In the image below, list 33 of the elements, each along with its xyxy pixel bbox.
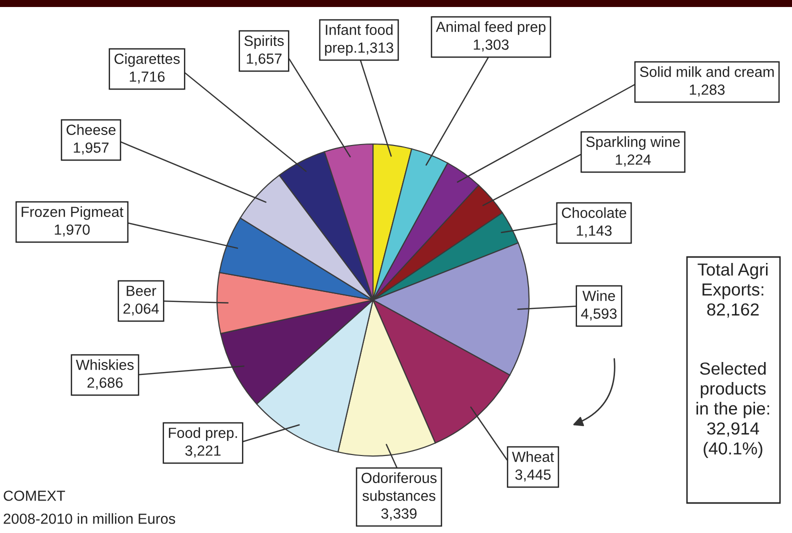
data-label: 1,716 [130, 72, 165, 84]
data-label: 1,283 [690, 84, 725, 97]
slice-label: Animal feed prep [436, 21, 546, 35]
data-label: 1,224 [616, 154, 651, 167]
slice-label: Whiskies [76, 359, 134, 370]
data-label: 1,957 [74, 142, 109, 155]
data-label: 3,445 [515, 470, 551, 482]
slice-label: Solid milk and cream [640, 66, 774, 78]
data-label: 2,064 [123, 304, 159, 316]
data-label: 1,657 [246, 54, 282, 66]
slice-label: Spirits [244, 35, 284, 49]
data-label: 3,221 [185, 446, 221, 458]
slice-label: Sparkling wine [586, 136, 680, 150]
slice-label: Cheese [66, 124, 116, 136]
slice-label: Wine [582, 290, 615, 302]
slice-label: Cigarettes [114, 53, 180, 67]
data-label: 4,593 [581, 308, 617, 321]
slice-label: Beer [126, 286, 156, 296]
slice-label: Chocolate [562, 207, 626, 218]
slice-label: Wheat [512, 451, 554, 462]
text: Selected products in the pie: 32,914 (40.1%) [696, 362, 770, 458]
data-label: 3,339 [381, 508, 417, 520]
data-label: 1,970 [54, 224, 90, 237]
slice-label: Infant food prep.1,313 [325, 24, 394, 56]
data-label: 2,686 [87, 378, 123, 390]
slice-label: Odoriferous substances [362, 472, 437, 501]
data-label: 1,303 [474, 40, 509, 52]
data-label: 1,143 [576, 226, 612, 238]
text: Total Agri Exports: 82,162 [698, 262, 768, 318]
text: COMEXT [4, 490, 66, 501]
slice-label: Frozen Pigmeat [22, 206, 124, 220]
slice-label: Food prep. [168, 427, 237, 441]
text: 2008-2010 in million Euros [4, 513, 176, 524]
